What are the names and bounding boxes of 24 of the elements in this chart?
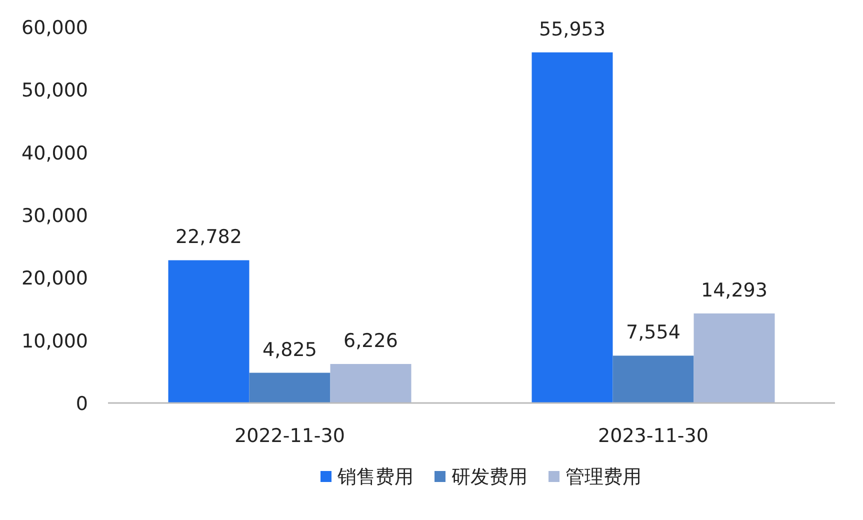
y-tick-label: 50,000: [22, 80, 88, 102]
data-label: 4,825: [262, 338, 317, 361]
y-tick-label: 0: [76, 393, 88, 415]
legend-label: 研发费用: [452, 466, 528, 488]
x-tick-label: 2023-11-30: [598, 425, 708, 447]
data-label: 7,554: [626, 322, 680, 344]
bar: [249, 372, 330, 403]
bar: [330, 364, 412, 403]
y-tick-label: 10,000: [22, 330, 88, 352]
legend-label: 销售费用: [336, 466, 414, 488]
bar: [694, 313, 775, 403]
x-tick-label: 2022-11-30: [234, 425, 345, 447]
data-label: 6,226: [344, 330, 398, 352]
data-label: 22,782: [176, 226, 242, 248]
legend-label: 管理费用: [566, 466, 642, 488]
bar: [612, 356, 694, 403]
y-tick-label: 30,000: [22, 205, 88, 227]
bar: [532, 52, 613, 403]
y-tick-label: 40,000: [22, 142, 88, 164]
data-label: 14,293: [701, 279, 768, 302]
y-tick-label: 60,000: [22, 17, 88, 39]
y-tick-label: 20,000: [22, 268, 88, 290]
bar: [168, 260, 250, 403]
data-label: 55,953: [539, 18, 606, 40]
